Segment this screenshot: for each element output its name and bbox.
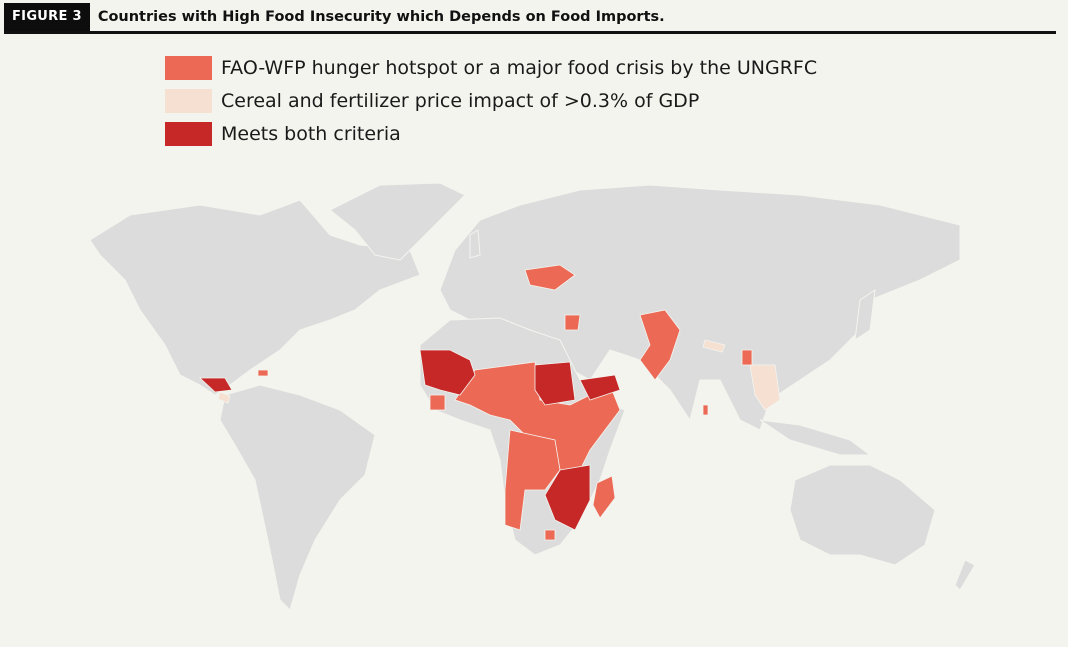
legend-item-price-impact: Cereal and fertilizer price impact of >0…	[165, 84, 817, 117]
south-america	[219, 384, 376, 611]
figure-title: Countries with High Food Insecurity whic…	[97, 9, 665, 25]
legend-item-hotspot: FAO-WFP hunger hotspot or a major food c…	[165, 51, 817, 84]
country-hotspot	[564, 314, 581, 331]
japan	[854, 288, 876, 342]
country-hotspot	[702, 404, 709, 416]
figure-label: FIGURE 3	[4, 3, 90, 31]
map-legend: FAO-WFP hunger hotspot or a major food c…	[165, 51, 817, 150]
australia	[789, 464, 936, 566]
country-hotspot	[504, 429, 561, 531]
figure-header: FIGURE 3 Countries with High Food Insecu…	[4, 3, 1056, 34]
legend-swatch	[165, 88, 212, 113]
greenland	[329, 182, 466, 261]
highlighted-countries	[198, 264, 781, 541]
country-both	[419, 349, 476, 396]
country-both	[198, 377, 233, 393]
country-both	[544, 464, 591, 531]
legend-item-both: Meets both criteria	[165, 117, 817, 150]
country-hotspot	[524, 264, 576, 291]
country-both	[534, 361, 576, 406]
north-america	[89, 199, 421, 396]
legend-swatch	[165, 121, 212, 146]
new-zealand	[954, 559, 976, 591]
country-price-impact	[702, 339, 726, 353]
country-price-impact	[749, 364, 781, 411]
legend-swatch	[165, 55, 212, 80]
legend-label: FAO-WFP hunger hotspot or a major food c…	[221, 56, 818, 79]
legend-label: Cereal and fertilizer price impact of >0…	[221, 89, 700, 112]
country-hotspot	[741, 349, 753, 366]
legend-label: Meets both criteria	[221, 122, 401, 145]
united-kingdom	[469, 229, 481, 259]
country-price-impact	[217, 391, 231, 404]
country-hotspot	[429, 394, 446, 411]
country-hotspot	[257, 369, 269, 377]
country-hotspot	[544, 529, 556, 541]
country-hotspot	[592, 475, 616, 519]
country-hotspot	[639, 309, 681, 381]
country-both	[579, 374, 621, 401]
indonesia	[759, 419, 872, 456]
